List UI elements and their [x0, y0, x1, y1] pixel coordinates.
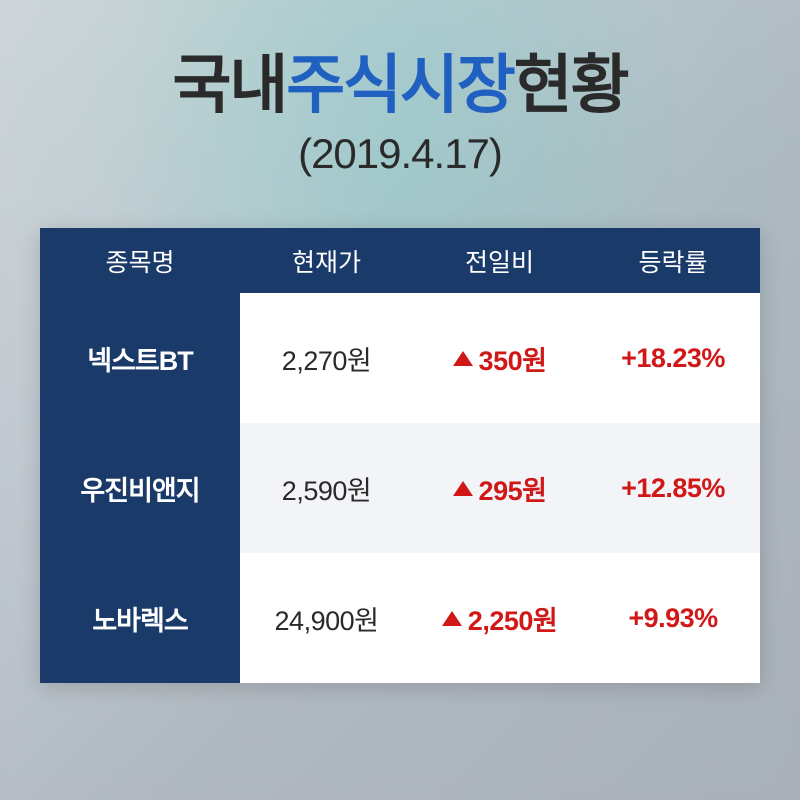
- rate-cell: +12.85%: [586, 473, 760, 504]
- price-cell: 24,900원: [240, 599, 413, 638]
- up-triangle-icon: [442, 611, 462, 626]
- rate-cell: +9.93%: [586, 603, 760, 634]
- header-rate: 등락률: [586, 243, 760, 279]
- up-triangle-icon: [453, 351, 473, 366]
- change-value: 350원: [479, 339, 547, 378]
- table-row: 넥스트BT 2,270원 350원 +18.23%: [40, 293, 760, 423]
- change-cell: 295원: [413, 469, 586, 508]
- stock-name-cell: 넥스트BT: [40, 293, 240, 423]
- table-row: 노바렉스 24,900원 2,250원 +9.93%: [40, 553, 760, 683]
- page-title: 국내주식시장현황: [172, 50, 627, 120]
- stock-name-cell: 우진비앤지: [40, 423, 240, 553]
- table-header-row: 종목명 현재가 전일비 등락률: [40, 228, 760, 293]
- header-current-price: 현재가: [240, 243, 413, 279]
- header-stock-name: 종목명: [40, 243, 240, 279]
- stock-name-cell: 노바렉스: [40, 553, 240, 683]
- title-part-status: 현황: [514, 49, 628, 121]
- up-triangle-icon: [453, 481, 473, 496]
- change-cell: 350원: [413, 339, 586, 378]
- title-part-domestic: 국내: [172, 49, 286, 121]
- change-cell: 2,250원: [413, 599, 586, 638]
- change-value: 2,250원: [468, 599, 557, 638]
- rate-cell: +18.23%: [586, 343, 760, 374]
- header-change: 전일비: [413, 243, 586, 279]
- stock-table: 종목명 현재가 전일비 등락률 넥스트BT 2,270원 350원 +18.23…: [40, 228, 760, 683]
- date-label: (2019.4.17): [298, 130, 502, 178]
- change-value: 295원: [479, 469, 547, 508]
- price-cell: 2,590원: [240, 469, 413, 508]
- title-part-stockmarket: 주식시장: [286, 49, 514, 121]
- price-cell: 2,270원: [240, 339, 413, 378]
- main-container: 국내주식시장현황 (2019.4.17) 종목명 현재가 전일비 등락률 넥스트…: [0, 0, 800, 800]
- table-row: 우진비앤지 2,590원 295원 +12.85%: [40, 423, 760, 553]
